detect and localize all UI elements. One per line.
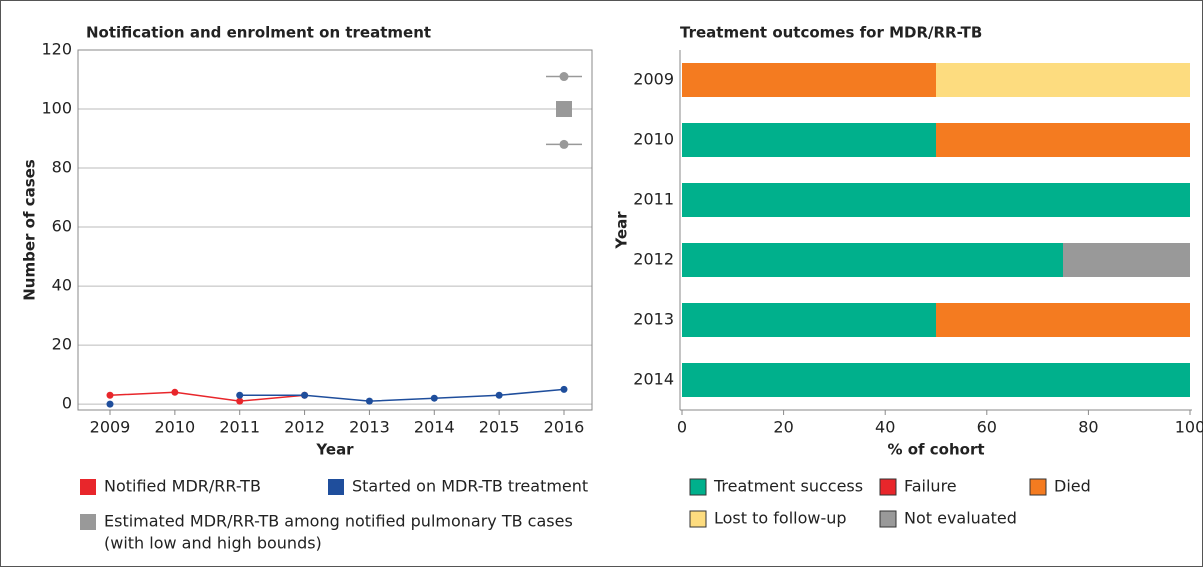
x-tick-label: 2016 (544, 418, 585, 437)
series-dot (106, 391, 114, 399)
y-tick-label: 2014 (633, 370, 674, 389)
series-dot (365, 397, 373, 405)
x-tick-label: 2015 (479, 418, 520, 437)
x-tick-label: 80 (1078, 418, 1098, 437)
series-line (109, 391, 305, 402)
legend-swatch (879, 478, 897, 496)
legend-label: Died (1054, 477, 1091, 496)
series-dot (236, 397, 244, 405)
bound-dot (559, 72, 569, 82)
y-tick-label: 0 (62, 394, 72, 413)
y-axis-label: Year (613, 211, 631, 250)
x-tick-label: 2010 (154, 418, 195, 437)
series-dot (301, 391, 309, 399)
y-axis-label: Number of cases (21, 159, 39, 301)
legend-label: Notified MDR/RR-TB (104, 477, 261, 496)
series-dot (106, 400, 114, 408)
x-tick-label: 2009 (90, 418, 131, 437)
bar-segment (936, 63, 1190, 97)
y-tick-label: 2009 (633, 70, 674, 89)
legend-swatch (689, 478, 707, 496)
x-tick-label: 2011 (219, 418, 260, 437)
x-tick-label: 2013 (349, 418, 390, 437)
legend-note: (with low and high bounds) (104, 534, 322, 553)
x-tick-label: 2012 (284, 418, 325, 437)
series-dot (495, 391, 503, 399)
series-line (239, 388, 565, 402)
y-tick-label: 40 (52, 276, 72, 295)
series-dot (236, 391, 244, 399)
legend-swatch (879, 510, 897, 528)
series-dot (171, 388, 179, 396)
y-tick-label: 120 (41, 40, 72, 59)
bar-segment (682, 363, 1190, 397)
bar-segment (936, 123, 1190, 157)
legend-label: Failure (904, 477, 957, 496)
bar-segment (682, 63, 936, 97)
x-tick-label: 100 (1175, 418, 1203, 437)
y-tick-label: 2013 (633, 310, 674, 329)
y-tick-label: 20 (52, 335, 72, 354)
legend-swatch (689, 510, 707, 528)
y-tick-label: 80 (52, 158, 72, 177)
bar-segment (682, 243, 1063, 277)
x-tick-label: 2014 (414, 418, 455, 437)
bar-segment (682, 123, 936, 157)
x-tick-label: 0 (677, 418, 687, 437)
legend-label: Lost to follow-up (714, 509, 847, 528)
legend-swatch (80, 514, 96, 530)
bound-dot (559, 139, 569, 149)
series-dot (430, 394, 438, 402)
plot-frame (77, 49, 593, 411)
x-tick-label: 40 (875, 418, 895, 437)
y-tick-label: 100 (41, 99, 72, 118)
bar-segment (1063, 243, 1190, 277)
legend-swatch (328, 479, 344, 495)
legend-swatch (80, 479, 96, 495)
x-tick-label: 60 (977, 418, 997, 437)
chart-title: Treatment outcomes for MDR/RR-TB (680, 24, 982, 42)
y-tick-label: 2010 (633, 130, 674, 149)
legend-label: Treatment success (713, 477, 863, 496)
bar-segment (936, 303, 1190, 337)
legend-label: Started on MDR-TB treatment (352, 477, 588, 496)
series-dot (560, 385, 568, 393)
x-axis-label: Year (315, 441, 354, 459)
y-tick-label: 2011 (633, 190, 674, 209)
legend-swatch (1029, 478, 1047, 496)
bar-segment (682, 303, 936, 337)
bar-segment (682, 183, 1190, 217)
y-tick-label: 2012 (633, 250, 674, 269)
x-tick-label: 20 (773, 418, 793, 437)
estimate-marker (556, 101, 572, 118)
y-tick-label: 60 (52, 217, 72, 236)
chart-title: Notification and enrolment on treatment (86, 24, 431, 42)
legend-label: Not evaluated (904, 509, 1017, 528)
legend-label: Estimated MDR/RR-TB among notified pulmo… (104, 512, 573, 531)
x-axis-label: % of cohort (887, 441, 984, 459)
